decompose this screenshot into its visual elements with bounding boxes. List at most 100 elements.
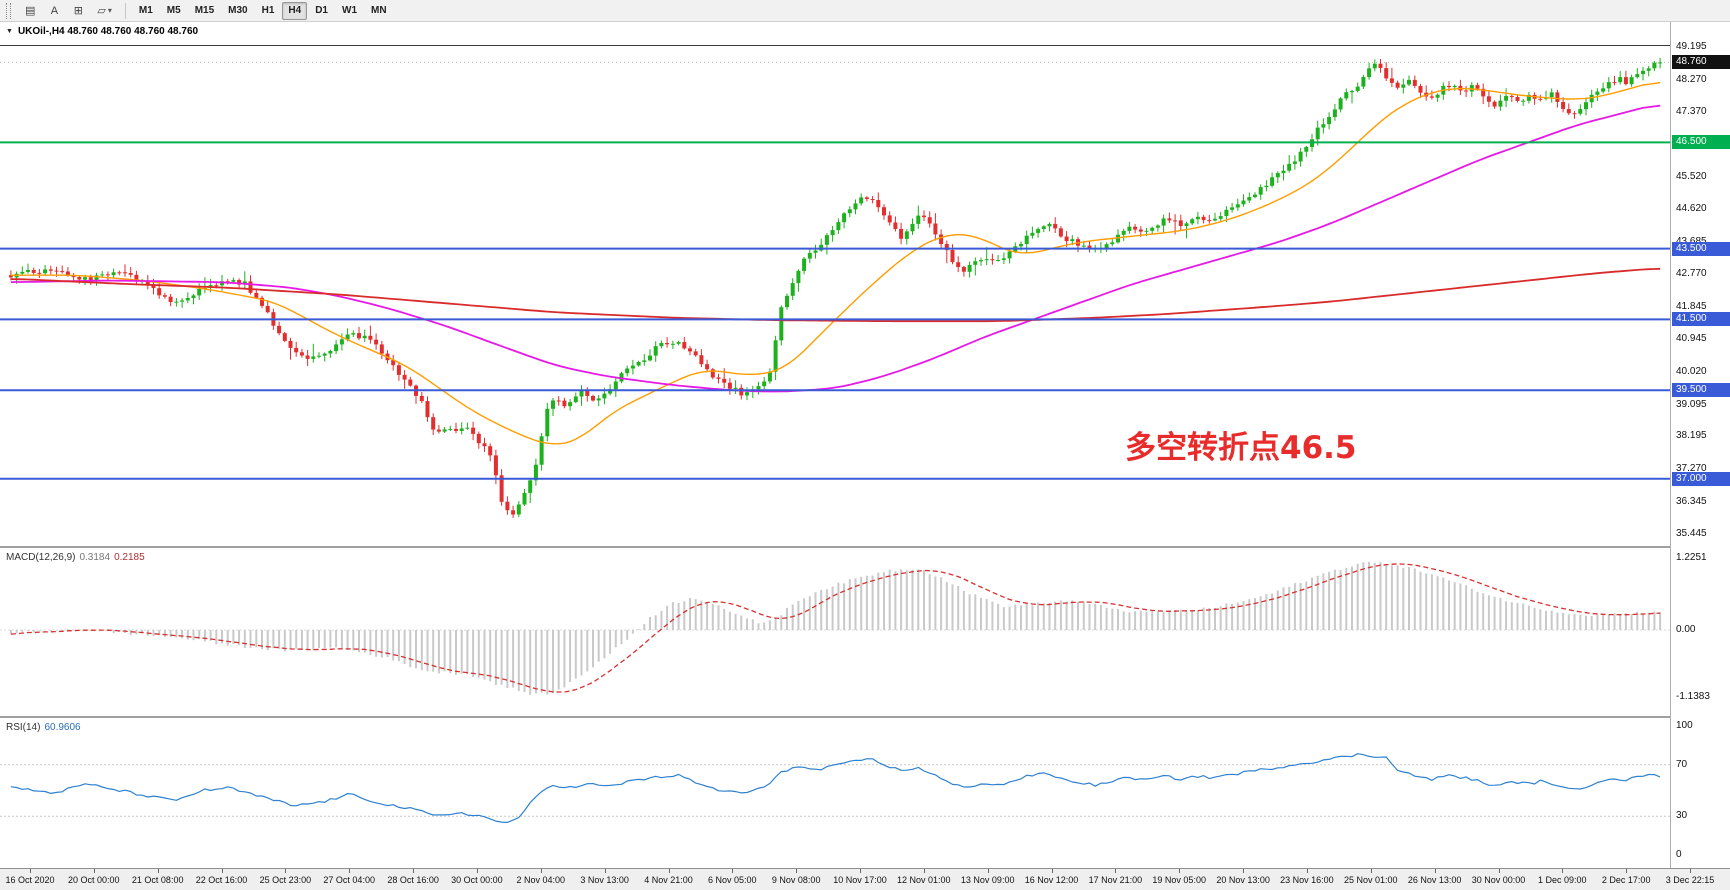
time-axis-label: 25 Oct 23:00 bbox=[259, 875, 312, 885]
time-axis-tick bbox=[732, 869, 734, 873]
price-tick-label: 45.520 bbox=[1676, 171, 1707, 183]
panel-divider-rsi[interactable] bbox=[0, 716, 1730, 718]
price-tick-label: 40.945 bbox=[1676, 333, 1707, 345]
time-axis-label: 27 Oct 04:00 bbox=[323, 875, 375, 885]
symbol-ohlc-text: UKOil-,H4 48.760 48.760 48.760 48.760 bbox=[17, 26, 199, 37]
toolbar-grip-handle[interactable] bbox=[6, 2, 11, 19]
rsi-value: 60.9606 bbox=[44, 722, 81, 733]
timeframe-button-d1[interactable]: D1 bbox=[315, 5, 328, 16]
rsi-axis-label: 70 bbox=[1676, 758, 1688, 770]
time-axis-label: 3 Nov 13:00 bbox=[580, 875, 629, 885]
time-axis-label: 12 Nov 01:00 bbox=[897, 875, 951, 885]
time-axis-label: 22 Oct 16:00 bbox=[195, 875, 248, 885]
level-lines bbox=[0, 141, 1670, 480]
rsi-axis-label: 0 bbox=[1676, 849, 1682, 860]
macd-axis-label: 0.00 bbox=[1676, 624, 1696, 635]
level-price-badge[interactable]: 43.500 bbox=[1672, 241, 1730, 256]
timeframe-button-w1[interactable]: W1 bbox=[342, 5, 357, 16]
price-tick-label: 49.195 bbox=[1676, 41, 1707, 52]
time-axis-tick bbox=[668, 869, 670, 873]
rsi-label: RSI(14) 60.9606 bbox=[6, 722, 81, 733]
time-axis-label: 4 Nov 21:00 bbox=[644, 875, 693, 885]
time-axis-label: 2 Nov 04:00 bbox=[516, 875, 566, 885]
chart-grid-icon[interactable]: ▤ bbox=[25, 5, 36, 17]
annotate-text-icon[interactable]: A bbox=[50, 4, 59, 17]
chart-top-border bbox=[0, 45, 1730, 46]
time-axis-tick bbox=[1243, 869, 1245, 873]
time-axis-tick bbox=[860, 869, 861, 873]
timeframe-button-m30[interactable]: M30 bbox=[228, 5, 248, 16]
ma-mid-line bbox=[10, 104, 1661, 393]
time-axis-label: 25 Nov 01:00 bbox=[1344, 875, 1398, 885]
price-tick-label: 44.620 bbox=[1676, 203, 1707, 214]
price-tick-label: 38.195 bbox=[1676, 430, 1707, 442]
bid-price-badge: 48.760 bbox=[1672, 55, 1730, 70]
time-axis-tick bbox=[1115, 869, 1117, 873]
level-price-badge[interactable]: 41.500 bbox=[1672, 312, 1730, 327]
time-axis-label: 16 Oct 2020 bbox=[5, 875, 55, 885]
timeframe-button-mn[interactable]: MN bbox=[371, 5, 387, 16]
object-frame-icon[interactable]: ⊞ bbox=[73, 5, 84, 17]
time-axis-tick bbox=[540, 869, 542, 873]
price-tick-label: 48.270 bbox=[1676, 73, 1707, 85]
level-price-badge[interactable]: 39.500 bbox=[1672, 383, 1730, 398]
time-axis-tick bbox=[1051, 869, 1053, 873]
level-price-badge[interactable]: 46.500 bbox=[1672, 135, 1730, 150]
time-axis-label: 20 Oct 00:00 bbox=[68, 875, 120, 885]
time-axis-label: 16 Nov 12:00 bbox=[1024, 875, 1079, 885]
macd-signal-line bbox=[10, 563, 1661, 693]
price-tick-label: 39.095 bbox=[1676, 398, 1707, 410]
macd-histogram bbox=[9, 561, 1662, 695]
collapse-arrow-icon[interactable]: ▼ bbox=[6, 28, 13, 35]
time-axis-label: 3 Dec 22:15 bbox=[1665, 875, 1715, 885]
rsi-axis-label: 100 bbox=[1676, 720, 1693, 731]
macd-name: MACD(12,26,9) bbox=[6, 552, 76, 563]
price-tick-label: 41.845 bbox=[1676, 301, 1707, 313]
time-axis-tick bbox=[349, 869, 351, 873]
macd-indicator-chart[interactable] bbox=[0, 548, 1670, 716]
time-axis-tick bbox=[1306, 869, 1308, 873]
time-axis-label: 30 Nov 00:00 bbox=[1471, 875, 1526, 885]
time-axis-label: 30 Oct 00:00 bbox=[451, 875, 503, 885]
price-tick-label: 36.345 bbox=[1676, 495, 1707, 507]
time-axis-tick bbox=[476, 869, 478, 873]
rsi-indicator-chart[interactable] bbox=[0, 718, 1670, 868]
time-axis-tick bbox=[1370, 869, 1372, 873]
macd-axis-label: -1.1383 bbox=[1676, 691, 1710, 703]
top-toolbar: ▤ A ⊞ ▱ ▾ M1 M5 M15 M30 H1 H4 D1 W1 MN bbox=[0, 0, 1730, 22]
dropdown-caret-icon: ▾ bbox=[107, 6, 112, 15]
time-axis-tick bbox=[221, 869, 223, 873]
time-axis[interactable]: 16 Oct 2020 20 Oct 00:00 21 Oct 08:00 22 Oc… bbox=[0, 868, 1730, 890]
candlestick-series bbox=[8, 62, 1663, 515]
macd-label: MACD(12,26,9) 0.3184 0.2185 bbox=[6, 552, 145, 563]
main-price-chart[interactable] bbox=[0, 22, 1670, 546]
drawing-tool-icon[interactable]: ▱ ▾ bbox=[97, 5, 112, 17]
time-axis-tick bbox=[1626, 869, 1628, 873]
rsi-line bbox=[10, 753, 1661, 824]
time-axis-tick bbox=[30, 869, 31, 873]
price-tick-label: 42.770 bbox=[1676, 268, 1707, 280]
time-axis-tick bbox=[157, 869, 159, 873]
time-axis-tick bbox=[413, 869, 415, 873]
price-tick-label: 35.445 bbox=[1676, 527, 1707, 539]
macd-signal-value: 0.2185 bbox=[114, 552, 145, 563]
ma-slow-line bbox=[10, 267, 1661, 323]
timeframe-button-m15[interactable]: M15 bbox=[194, 5, 215, 16]
price-axis[interactable]: 49.19548.27047.37045.52044.62043.68542.7… bbox=[1670, 22, 1730, 868]
timeframe-button-m5[interactable]: M5 bbox=[166, 5, 181, 16]
candle-wicks bbox=[10, 57, 1661, 518]
time-axis-label: 19 Nov 05:00 bbox=[1152, 875, 1206, 885]
macd-main-value: 0.3184 bbox=[79, 552, 111, 563]
time-axis-label: 17 Nov 21:00 bbox=[1088, 875, 1143, 885]
time-axis-label: 20 Nov 13:00 bbox=[1216, 875, 1270, 885]
time-axis-tick bbox=[923, 869, 925, 873]
time-axis-tick bbox=[1434, 869, 1436, 873]
level-price-badge[interactable]: 37.000 bbox=[1672, 471, 1730, 486]
chart-window[interactable]: ▼ UKOil-,H4 48.760 48.760 48.760 48.760 … bbox=[0, 22, 1730, 890]
panel-divider-macd[interactable] bbox=[0, 546, 1730, 548]
time-axis-tick bbox=[987, 869, 989, 873]
rsi-axis-label: 30 bbox=[1676, 810, 1688, 822]
timeframe-button-h4[interactable]: H4 bbox=[282, 1, 308, 20]
timeframe-button-m1[interactable]: M1 bbox=[138, 5, 153, 16]
timeframe-button-h1[interactable]: H1 bbox=[261, 5, 275, 16]
